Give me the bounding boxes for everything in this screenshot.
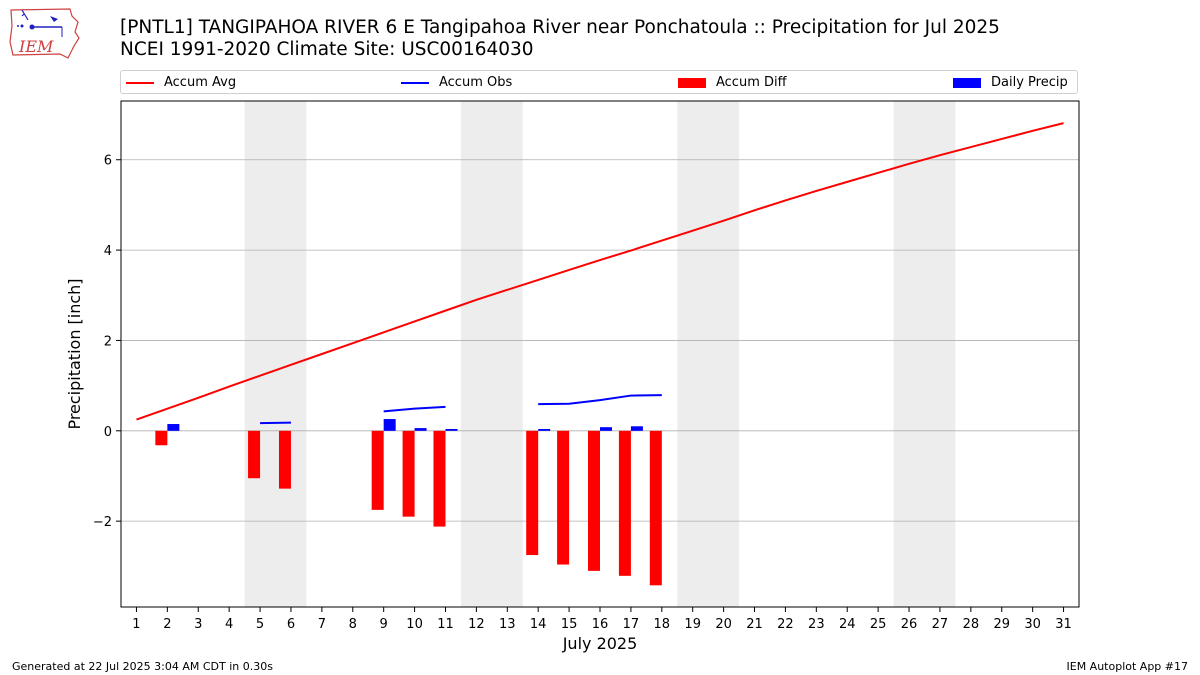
x-tick-label: 2 — [163, 617, 171, 632]
legend-swatch-accum-diff — [678, 77, 706, 88]
x-tick-label: 6 — [287, 617, 295, 632]
x-tick-label: 27 — [932, 617, 949, 632]
y-axis-label: Precipitation [inch] — [65, 278, 84, 429]
chart-title-line-1: [PNTL1] TANGIPAHOA RIVER 6 E Tangipahoa … — [120, 17, 1000, 38]
x-tick-label: 25 — [870, 617, 887, 632]
line-accum-avg — [136, 122, 1064, 421]
weekend-band — [893, 101, 956, 607]
x-tick-label: 19 — [684, 617, 701, 632]
x-tick-label: 29 — [993, 617, 1010, 632]
iowa-state-outline — [9, 8, 80, 59]
y-tick-label: 6 — [104, 154, 112, 169]
chart-legend: Accum Avg Accum Obs Accum Diff Daily Pre… — [120, 70, 1078, 94]
x-tick-label: 10 — [406, 617, 423, 632]
weather-station-icon — [17, 9, 63, 37]
legend-item-accum-obs: Accum Obs — [401, 74, 512, 91]
x-tick-label: 24 — [839, 617, 856, 632]
weekend-band — [677, 101, 740, 607]
chart-title: [PNTL1] TANGIPAHOA RIVER 6 E Tangipahoa … — [120, 17, 1000, 61]
x-tick-label: 17 — [623, 617, 640, 632]
y-tick-label: 2 — [104, 334, 112, 349]
bar-accum-diff — [649, 430, 662, 586]
chart-subtitle: NCEI 1991-2020 Climate Site: USC00164030 — [120, 39, 534, 60]
footer-app-text: IEM Autoplot App #17 — [1066, 660, 1189, 673]
x-tick-label: 18 — [654, 617, 671, 632]
x-tick-label: 23 — [808, 617, 825, 632]
legend-swatch-daily-precip — [953, 77, 981, 88]
x-tick-label: 22 — [777, 617, 794, 632]
legend-label-daily-precip: Daily Precip — [991, 75, 1068, 90]
legend-item-daily-precip: Daily Precip — [953, 74, 1068, 91]
x-tick-label: 31 — [1055, 617, 1072, 632]
legend-item-accum-diff: Accum Diff — [678, 74, 787, 91]
legend-item-accum-avg: Accum Avg — [126, 74, 236, 91]
x-tick-label: 7 — [318, 617, 326, 632]
bar-accum-diff — [248, 430, 261, 479]
x-tick-label: 20 — [715, 617, 732, 632]
footer-generated-text: Generated at 22 Jul 2025 3:04 AM CDT in … — [12, 660, 273, 673]
x-tick-label: 1 — [132, 617, 140, 632]
bar-daily-precip — [538, 428, 551, 431]
x-tick-label: 26 — [901, 617, 918, 632]
x-tick-label: 14 — [530, 617, 547, 632]
bar-daily-precip — [383, 419, 396, 431]
x-tick-label: 15 — [561, 617, 578, 632]
legend-label-accum-diff: Accum Diff — [716, 75, 787, 90]
x-tick-label: 12 — [468, 617, 485, 632]
bar-daily-precip — [630, 426, 643, 431]
x-tick-label: 3 — [194, 617, 202, 632]
bar-accum-diff — [371, 430, 384, 510]
x-axis-label: July 2025 — [562, 634, 638, 653]
x-tick-label: 9 — [380, 617, 388, 632]
line-accum-obs — [538, 394, 662, 406]
x-tick-label: 28 — [963, 617, 980, 632]
legend-label-accum-avg: Accum Avg — [164, 75, 237, 90]
bar-accum-diff — [557, 430, 570, 565]
logo-text: IEM — [18, 37, 54, 56]
x-tick-label: 30 — [1024, 617, 1041, 632]
bar-accum-diff — [402, 430, 415, 517]
bar-daily-precip — [445, 428, 458, 431]
bar-accum-diff — [155, 430, 168, 446]
weekend-band — [244, 101, 307, 607]
y-tick-label: 4 — [104, 244, 112, 259]
bar-accum-diff — [618, 430, 631, 576]
iem-logo: IEM — [9, 8, 80, 59]
x-tick-label: 11 — [437, 617, 454, 632]
bar-accum-diff — [278, 430, 291, 489]
x-tick-label: 16 — [592, 617, 609, 632]
x-tick-label: 21 — [746, 617, 763, 632]
x-tick-label: 4 — [225, 617, 233, 632]
legend-swatch-accum-obs — [401, 81, 429, 84]
x-tick-label: 13 — [499, 617, 516, 632]
legend-label-accum-obs: Accum Obs — [439, 75, 513, 90]
weekend-band — [460, 101, 523, 607]
bar-daily-precip — [414, 428, 427, 431]
y-tick-label: −2 — [93, 515, 112, 530]
legend-swatch-accum-avg — [126, 81, 154, 84]
x-tick-label: 5 — [256, 617, 264, 632]
bar-accum-diff — [588, 430, 600, 571]
y-tick-label: 0 — [104, 425, 112, 440]
x-tick-label: 8 — [349, 617, 357, 632]
bar-accum-diff — [526, 430, 539, 556]
bar-daily-precip — [600, 427, 612, 431]
bar-accum-diff — [433, 430, 446, 527]
line-accum-obs — [383, 405, 446, 413]
bar-daily-precip — [167, 424, 180, 431]
